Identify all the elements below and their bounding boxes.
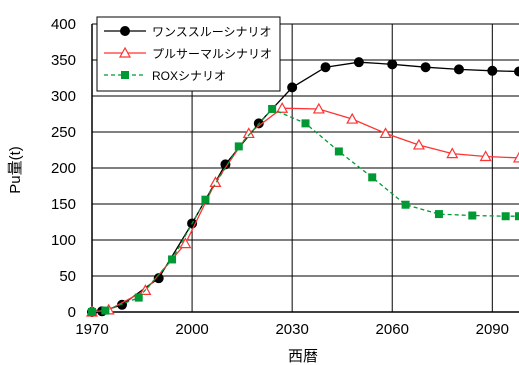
x-tick-label: 2030	[275, 321, 308, 338]
data-point	[134, 293, 143, 302]
data-point	[121, 71, 129, 79]
data-point	[88, 308, 96, 316]
data-point	[118, 46, 132, 58]
data-point	[287, 82, 298, 93]
y-tick-label: 300	[51, 88, 76, 105]
data-point	[346, 112, 359, 124]
legend-label: ワンススルーシナリオ	[152, 25, 272, 39]
legend-item-3: ROXシナリオ	[104, 69, 226, 83]
x-tick-label: 1970	[75, 321, 108, 338]
data-point	[201, 195, 210, 204]
data-point	[487, 65, 498, 76]
data-point	[168, 255, 177, 264]
axes	[91, 24, 519, 313]
y-tick-label: 400	[51, 16, 76, 33]
data-point	[120, 26, 130, 36]
series-layer	[85, 57, 519, 317]
data-point	[234, 142, 243, 151]
data-point	[209, 176, 222, 187]
legend-label: ROXシナリオ	[152, 69, 226, 83]
y-tick-label: 50	[59, 268, 76, 285]
y-tick-label: 0	[68, 304, 76, 321]
data-point	[446, 147, 459, 159]
data-point	[412, 138, 425, 150]
x-axis-title: 西暦	[288, 348, 318, 365]
data-point	[320, 62, 331, 73]
data-point	[379, 127, 392, 139]
data-point	[512, 151, 519, 163]
data-point	[101, 306, 110, 315]
data-point	[334, 147, 343, 156]
x-tick-label: 2090	[476, 321, 509, 338]
data-point	[153, 273, 164, 284]
y-tick-label: 250	[51, 124, 76, 141]
data-point	[179, 237, 192, 249]
y-tick-label: 150	[51, 196, 76, 213]
data-point	[434, 210, 443, 219]
data-point	[301, 119, 310, 128]
x-tick-label: 2000	[175, 321, 208, 338]
data-point	[479, 150, 492, 162]
data-point	[468, 211, 477, 220]
series-3	[88, 104, 519, 316]
data-point	[353, 57, 364, 68]
x-tick-label: 2060	[376, 321, 409, 338]
data-point	[501, 212, 510, 221]
y-tick-label: 350	[51, 52, 76, 69]
data-point	[387, 59, 398, 70]
tick-labels: 0 50 100 150 200 250 300 350 400 1970 2000 2030 2060…	[51, 16, 509, 338]
data-point	[401, 200, 410, 209]
data-point	[514, 66, 519, 77]
legend-item-2: プルサーマルシナリオ	[104, 46, 272, 61]
y-axis-title: Pu量(t)	[7, 146, 24, 194]
data-point	[312, 102, 325, 114]
data-point	[515, 212, 519, 221]
series-2	[85, 102, 519, 317]
series-line	[91, 107, 519, 313]
data-point	[453, 64, 464, 75]
data-point	[242, 127, 255, 139]
y-tick-label: 100	[51, 232, 76, 249]
data-point	[420, 62, 431, 73]
data-point	[268, 104, 277, 113]
legend-label: プルサーマルシナリオ	[152, 47, 272, 61]
data-point	[276, 102, 289, 113]
legend-item-1: ワンススルーシナリオ	[104, 25, 272, 39]
data-point	[368, 173, 377, 182]
y-tick-label: 200	[51, 160, 76, 177]
